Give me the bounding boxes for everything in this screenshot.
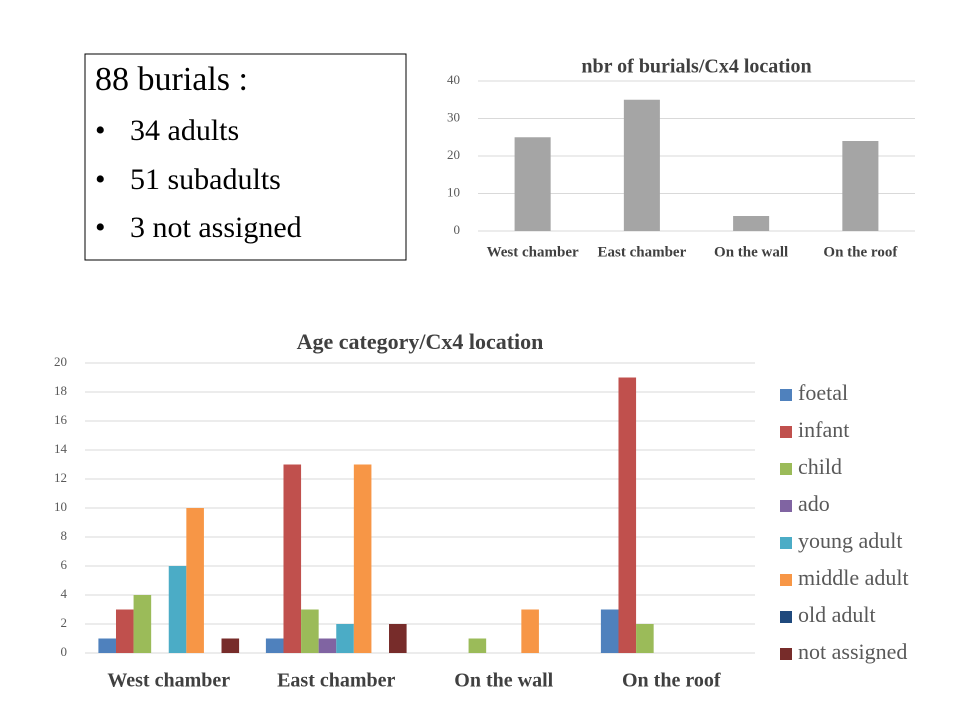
x-tick-label: West chamber <box>107 670 230 692</box>
bar <box>353 464 372 653</box>
y-tick-label: 30 <box>447 109 460 124</box>
bar <box>389 624 407 653</box>
y-tick-label: 0 <box>454 222 461 237</box>
bullet: • <box>95 211 106 244</box>
bar <box>623 99 660 231</box>
legend-swatch <box>780 463 792 475</box>
y-tick-label: 0 <box>61 644 68 659</box>
legend-swatch <box>780 500 792 512</box>
legend-swatch <box>780 574 792 586</box>
x-tick-label: On the roof <box>622 670 721 692</box>
bar <box>283 464 302 653</box>
bar <box>221 638 240 653</box>
x-tick-label: On the wall <box>454 670 553 692</box>
box-title: 88 burials : <box>95 61 248 98</box>
legend-label: middle adult <box>798 565 909 590</box>
bar <box>514 137 551 231</box>
legend-label: infant <box>798 417 849 442</box>
y-tick-label: 20 <box>54 354 67 369</box>
chart-title: nbr of burials/Cx4 location <box>581 56 811 78</box>
bar <box>265 638 284 653</box>
y-tick-label: 18 <box>54 383 67 398</box>
legend-swatch <box>780 426 792 438</box>
y-tick-label: 6 <box>61 557 68 572</box>
legend-swatch <box>780 611 792 623</box>
bar <box>115 609 134 653</box>
legend-label: child <box>798 454 842 479</box>
bar <box>168 566 187 653</box>
legend-label: ado <box>798 491 830 516</box>
bar <box>521 609 539 653</box>
chart-title: Age category/Cx4 location <box>297 329 544 354</box>
y-tick-label: 2 <box>61 615 68 630</box>
bullet: • <box>95 114 106 147</box>
bar <box>98 638 116 653</box>
bar <box>318 638 337 653</box>
x-tick-label: East chamber <box>277 670 395 692</box>
y-tick-label: 10 <box>447 184 460 199</box>
bullet: • <box>95 163 106 196</box>
bar <box>733 216 770 231</box>
x-tick-label: On the roof <box>823 244 898 260</box>
x-tick-label: On the wall <box>714 244 788 260</box>
box-item: 34 adults <box>130 114 239 147</box>
legend-label: not assigned <box>798 639 907 664</box>
y-tick-label: 10 <box>54 499 67 514</box>
y-tick-label: 12 <box>54 470 67 485</box>
bar <box>636 624 654 653</box>
bar <box>618 377 637 653</box>
legend-swatch <box>780 389 792 401</box>
y-tick-label: 40 <box>447 72 460 87</box>
y-tick-label: 4 <box>61 586 68 601</box>
y-tick-label: 16 <box>54 412 68 427</box>
bar <box>186 508 204 653</box>
y-tick-label: 20 <box>447 147 460 162</box>
y-tick-label: 8 <box>61 528 68 543</box>
legend-label: young adult <box>798 528 903 553</box>
box-item: 51 subadults <box>130 163 281 196</box>
text-box <box>84 53 407 261</box>
bar <box>133 595 152 653</box>
bar <box>600 609 619 653</box>
bar <box>468 638 487 653</box>
bar <box>301 609 319 653</box>
bar <box>842 141 879 231</box>
legend-swatch <box>780 537 792 549</box>
legend-swatch <box>780 648 792 660</box>
box-item: 3 not assigned <box>130 211 302 244</box>
x-tick-label: East chamber <box>598 244 687 260</box>
legend-label: foetal <box>798 380 848 405</box>
bar <box>336 624 354 653</box>
x-tick-label: West chamber <box>487 244 579 260</box>
y-tick-label: 14 <box>54 441 68 456</box>
legend-label: old adult <box>798 602 876 627</box>
